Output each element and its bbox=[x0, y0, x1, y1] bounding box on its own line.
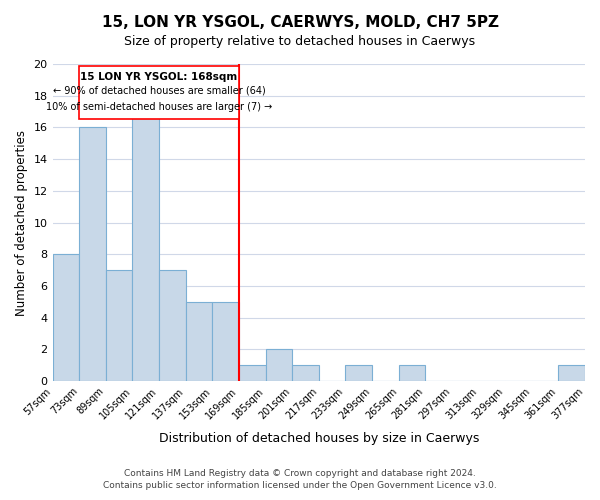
X-axis label: Distribution of detached houses by size in Caerwys: Distribution of detached houses by size … bbox=[158, 432, 479, 445]
Text: ← 90% of detached houses are smaller (64): ← 90% of detached houses are smaller (64… bbox=[53, 85, 265, 95]
Y-axis label: Number of detached properties: Number of detached properties bbox=[15, 130, 28, 316]
Bar bbox=[185, 302, 212, 381]
Bar bbox=[133, 112, 159, 381]
Text: 10% of semi-detached houses are larger (7) →: 10% of semi-detached houses are larger (… bbox=[46, 102, 272, 112]
Bar bbox=[559, 366, 585, 381]
Bar bbox=[346, 366, 372, 381]
Text: 15 LON YR YSGOL: 168sqm: 15 LON YR YSGOL: 168sqm bbox=[80, 72, 238, 82]
Text: Contains HM Land Registry data © Crown copyright and database right 2024.
Contai: Contains HM Land Registry data © Crown c… bbox=[103, 468, 497, 490]
Bar bbox=[398, 366, 425, 381]
Bar bbox=[106, 270, 133, 381]
Bar bbox=[212, 302, 239, 381]
Bar bbox=[292, 366, 319, 381]
Bar bbox=[79, 128, 106, 381]
Bar bbox=[53, 254, 79, 381]
FancyBboxPatch shape bbox=[79, 66, 239, 120]
Bar bbox=[239, 366, 266, 381]
Bar bbox=[159, 270, 185, 381]
Bar bbox=[266, 350, 292, 381]
Text: 15, LON YR YSGOL, CAERWYS, MOLD, CH7 5PZ: 15, LON YR YSGOL, CAERWYS, MOLD, CH7 5PZ bbox=[101, 15, 499, 30]
Text: Size of property relative to detached houses in Caerwys: Size of property relative to detached ho… bbox=[124, 35, 476, 48]
